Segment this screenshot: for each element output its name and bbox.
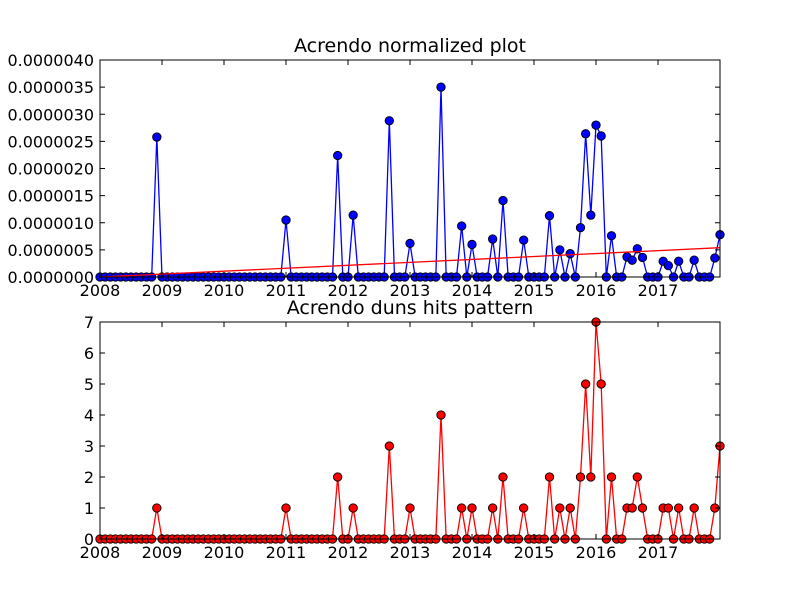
data-point (498, 472, 508, 482)
y-tick-label: 3 (84, 437, 94, 456)
x-tick-label: 2013 (390, 543, 431, 562)
data-point (488, 503, 498, 513)
data-point (637, 503, 648, 513)
data-point (436, 82, 446, 92)
y-tick-label: 0.0000030 (7, 105, 94, 124)
y-tick-label: 7 (84, 313, 94, 332)
y-tick-label: 5 (84, 375, 94, 394)
data-point (565, 249, 575, 259)
top-chart: Acrendo normalized plot 2008 2009 2010 2011 2… (7, 35, 725, 300)
data-point (663, 260, 673, 271)
data-point (436, 410, 446, 420)
data-point (152, 132, 162, 142)
x-tick-label: 2010 (204, 281, 245, 300)
x-tick-label: 2016 (576, 281, 617, 300)
x-tick-label: 2015 (514, 543, 555, 562)
data-point (348, 210, 358, 220)
data-point (467, 239, 477, 250)
data-point (405, 238, 415, 249)
y-tick-label: 0.0000020 (7, 160, 94, 179)
y-tick-label: 0.0000040 (7, 51, 94, 70)
data-point (581, 129, 591, 139)
data-point (586, 472, 596, 482)
data-point (457, 503, 467, 513)
y-tick-label: 6 (84, 344, 94, 363)
data-point (591, 120, 601, 130)
data-point (519, 235, 529, 245)
data-point (544, 211, 555, 221)
data-point (581, 379, 591, 389)
data-point (596, 379, 606, 389)
y-tick-label: 0.0000015 (7, 187, 94, 206)
y-tick-label: 1 (84, 499, 94, 518)
x-tick-label: 2008 (80, 281, 121, 300)
data-point (627, 255, 637, 265)
x-tick-label: 2009 (142, 281, 183, 300)
data-point (663, 503, 673, 513)
chart-title: Acrendo duns hits pattern (287, 297, 534, 319)
data-point (555, 503, 565, 513)
data-point (152, 503, 162, 513)
x-tick-label: 2012 (328, 281, 369, 300)
y-tick-label: 0.0000010 (7, 214, 94, 233)
y-tick-label: 0.0000000 (7, 268, 94, 287)
data-point (488, 234, 498, 244)
data-point (333, 472, 343, 482)
data-point (281, 215, 291, 225)
data-point (674, 256, 684, 266)
data-point (632, 472, 642, 482)
data-point (596, 131, 606, 141)
data-point (689, 255, 699, 265)
data-point (333, 150, 343, 161)
data-point (384, 116, 394, 126)
y-tick-label: 2 (84, 468, 94, 487)
x-tick-label: 2013 (390, 281, 431, 300)
x-tick-label: 2017 (638, 281, 679, 300)
x-tick-label: 2010 (204, 543, 245, 562)
data-point (637, 252, 648, 263)
data-point (627, 503, 637, 513)
data-point (555, 245, 565, 255)
y-tick-label: 0.0000035 (7, 78, 94, 97)
data-point (519, 503, 529, 513)
trend-line-path (99, 247, 721, 278)
data-point (348, 503, 358, 513)
data-point (674, 503, 684, 513)
data-point (575, 222, 586, 233)
x-tick-label: 2016 (576, 543, 617, 562)
data-point (405, 503, 415, 513)
data-point (281, 503, 291, 513)
data-point (565, 503, 575, 513)
data-point (498, 195, 508, 206)
x-tick-label: 2012 (328, 543, 369, 562)
data-point (575, 472, 586, 482)
x-tick-label: 2014 (452, 543, 493, 562)
x-tick-label: 2014 (452, 281, 493, 300)
data-point (457, 221, 467, 231)
x-tick-label: 2009 (142, 543, 183, 562)
data-point (384, 441, 394, 451)
x-tick-label: 2017 (638, 543, 679, 562)
x-tick-label: 2008 (80, 543, 121, 562)
x-tick-label: 2011 (266, 281, 307, 300)
data-point (689, 503, 699, 513)
data-point (544, 472, 555, 482)
data-point (606, 472, 617, 482)
data-point (606, 231, 617, 241)
trend-line (99, 247, 721, 278)
y-tick-label: 4 (84, 406, 94, 425)
chart-title: Acrendo normalized plot (294, 35, 526, 57)
data-point (710, 253, 720, 263)
y-tick-label: 0.0000025 (7, 132, 94, 151)
x-tick-label: 2011 (266, 543, 307, 562)
y-tick-label: 0 (84, 530, 94, 549)
data-point (467, 503, 477, 513)
x-tick-label: 2015 (514, 281, 555, 300)
y-tick-label: 0.0000005 (7, 241, 94, 260)
data-point (586, 210, 596, 220)
